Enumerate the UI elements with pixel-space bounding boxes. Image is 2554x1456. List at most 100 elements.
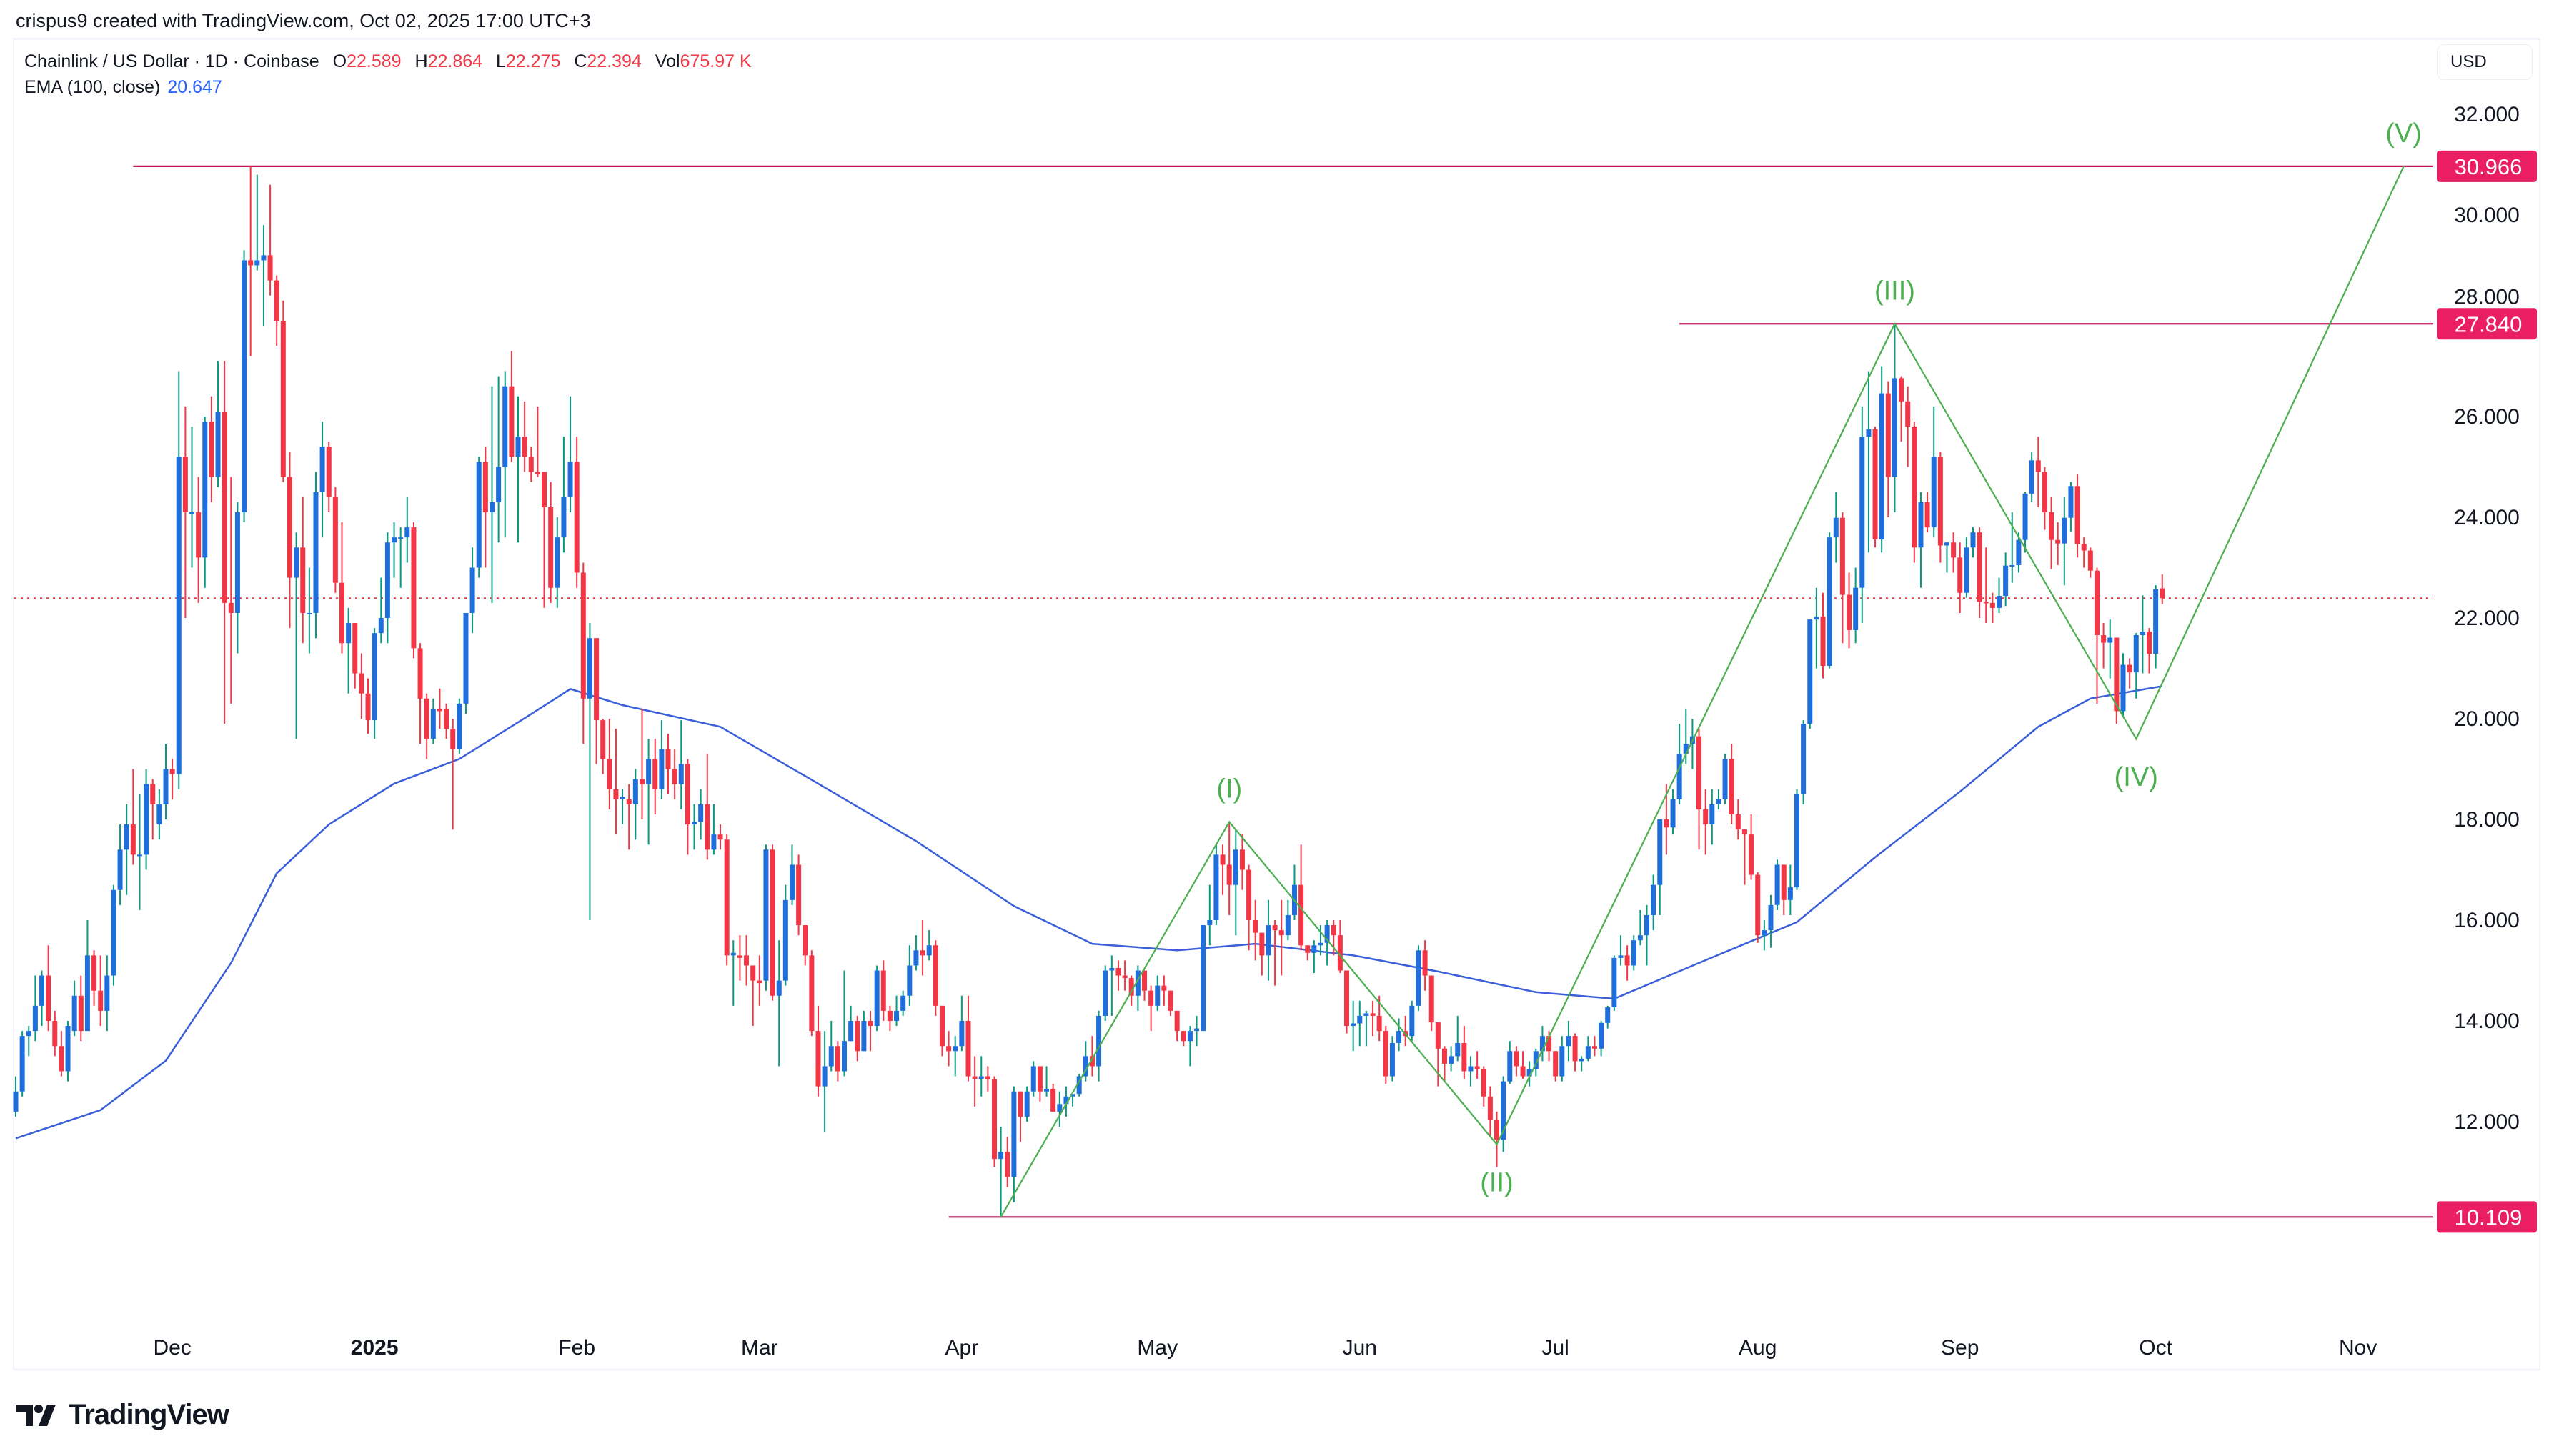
time-tick-label: May <box>1137 1336 1178 1360</box>
candle <box>835 1041 840 1082</box>
time-axis[interactable]: Dec 2025 Feb Mar Apr May Jun Jul Aug Sep Oct Nov <box>14 1336 2539 1371</box>
candle-body <box>2120 664 2126 712</box>
candle-body <box>1912 427 1917 548</box>
candle-body <box>2003 565 2009 596</box>
candle-body <box>1298 884 1304 946</box>
ema-legend-row[interactable]: EMA (100, close) 20.647 <box>24 74 752 100</box>
candle <box>822 1031 828 1132</box>
candle <box>528 447 534 482</box>
candle-body <box>1383 1031 1388 1077</box>
candle-body <box>933 945 938 1006</box>
candle-body <box>1070 1094 1075 1097</box>
candle <box>1637 909 1643 946</box>
candle-body <box>770 849 775 996</box>
candle-body <box>1749 834 1754 875</box>
candle <box>607 719 612 809</box>
elliott-wave-line[interactable] <box>1000 166 2405 1217</box>
candle-body <box>1983 602 1989 604</box>
candle-body <box>1278 930 1284 936</box>
candle-body <box>607 759 612 789</box>
candle <box>992 1076 997 1167</box>
candle-body <box>117 849 123 890</box>
candle <box>776 940 782 1067</box>
candle-body <box>1122 975 1128 979</box>
price-badge-label: 10.109 <box>2455 1205 2523 1230</box>
candle-body <box>1741 829 1747 835</box>
candle <box>202 417 208 588</box>
candle-body <box>1664 819 1669 828</box>
candle-body <box>130 824 136 855</box>
candle <box>613 729 619 835</box>
candle-body <box>242 260 247 512</box>
price-badge-label: 30.966 <box>2455 154 2523 179</box>
candle <box>1324 920 1330 966</box>
symbol-legend-row[interactable]: Chainlink / US Dollar · 1D · Coinbase O2… <box>24 49 752 74</box>
candle <box>842 970 848 1077</box>
candle-body <box>705 804 710 850</box>
candle <box>796 854 802 936</box>
candle <box>2160 574 2165 604</box>
candle-body <box>2101 634 2107 643</box>
candle <box>815 1005 821 1097</box>
candle <box>659 720 665 799</box>
candle <box>587 623 592 920</box>
time-tick-label: Aug <box>1739 1336 1777 1360</box>
candle-body <box>1722 759 1728 799</box>
candle-body <box>1644 914 1649 936</box>
price-tick-label: 18.000 <box>2454 808 2520 832</box>
candle-body <box>776 980 782 996</box>
candle-body <box>2049 512 2054 540</box>
candle-body <box>1083 1056 1088 1077</box>
candle <box>548 482 554 603</box>
candle-body <box>1155 985 1161 1006</box>
candle-body <box>398 537 404 539</box>
candle <box>2087 547 2093 578</box>
candle-body <box>59 1046 64 1072</box>
candle-body <box>1872 429 1878 540</box>
candle-body <box>1194 1028 1200 1032</box>
candle-body <box>1141 970 1147 991</box>
candle-body <box>887 1010 893 1021</box>
candle <box>2094 567 2100 704</box>
candle-body <box>404 527 410 538</box>
candle <box>1977 527 1982 618</box>
candle <box>144 769 149 870</box>
candle-body <box>737 955 742 958</box>
candle-body <box>1337 935 1343 971</box>
candle <box>1905 386 1911 467</box>
candle-body <box>1501 1081 1506 1140</box>
price-axis[interactable]: 12.000 14.000 16.000 18.000 20.000 22.000 24.0… <box>2437 103 2537 1233</box>
candle-body <box>868 1021 873 1027</box>
candle <box>2120 653 2126 716</box>
candle <box>1820 592 1826 679</box>
candle <box>156 789 162 840</box>
candle <box>972 1056 978 1107</box>
candle <box>1396 1018 1402 1052</box>
candle <box>1931 406 1937 538</box>
candle <box>600 719 606 774</box>
candle-body <box>1487 1096 1493 1120</box>
candle-body <box>711 834 717 850</box>
candle <box>130 769 136 865</box>
tradingview-logo-text: TradingView <box>69 1399 229 1430</box>
currency-button[interactable]: USD <box>2437 44 2533 80</box>
candle-body <box>1226 864 1232 885</box>
candle <box>567 396 573 512</box>
candle-body <box>796 864 802 926</box>
candle-body <box>920 950 925 956</box>
candle <box>1416 945 1421 1011</box>
candle <box>2016 532 2022 573</box>
candle-body <box>1591 1046 1597 1049</box>
candle-body <box>384 542 390 618</box>
tradingview-logo[interactable]: TradingView <box>16 1399 229 1431</box>
candle <box>985 1066 990 1092</box>
candle <box>52 1010 58 1057</box>
candle-body <box>574 462 580 573</box>
candle-body <box>613 789 619 799</box>
candle-body <box>437 708 442 712</box>
open-value: 22.589 <box>347 51 402 71</box>
candle <box>913 935 919 971</box>
candle <box>339 522 344 654</box>
candle-body <box>71 995 77 1032</box>
